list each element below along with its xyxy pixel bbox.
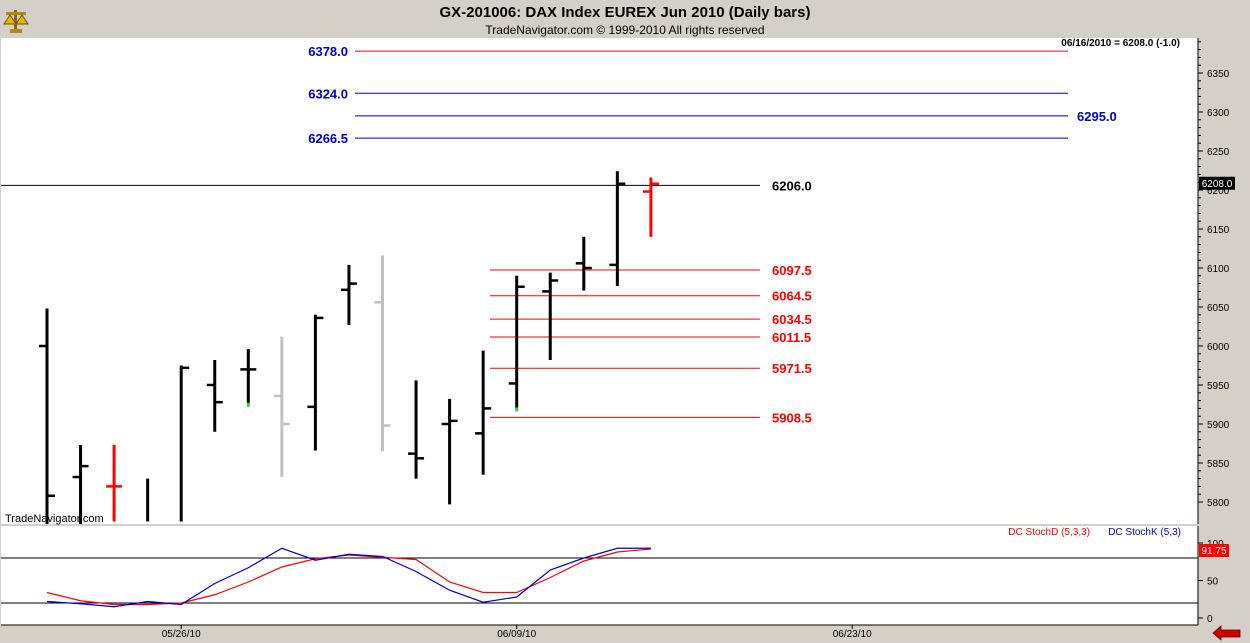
time-axis: 05/26/10 06/09/10 06/23/10 xyxy=(1,624,1198,640)
price-tick-label: 6000 xyxy=(1207,342,1230,353)
level-label: 6064.5 xyxy=(772,289,812,304)
price-tick-label: 5950 xyxy=(1207,381,1230,392)
current-price-badge-text: 6208.0 xyxy=(1202,179,1233,190)
price-tick-label: 6200 xyxy=(1207,186,1230,197)
stoch-tick-label: 0 xyxy=(1207,614,1213,625)
time-tick-label: 06/09/10 xyxy=(497,629,536,640)
time-tick-label: 06/23/10 xyxy=(833,629,872,640)
stoch-value-badge: 91.75 xyxy=(1199,544,1229,557)
level-label: 6378.0 xyxy=(308,44,348,59)
level-label: 5971.5 xyxy=(772,361,812,376)
price-tick-label: 6100 xyxy=(1207,264,1230,275)
stoch-value-badge-text: 91.75 xyxy=(1201,546,1226,557)
scroll-left-arrow-icon[interactable] xyxy=(1212,625,1241,641)
time-tick-label: 05/26/10 xyxy=(162,629,201,640)
current-price-badge: 6208.0 xyxy=(1199,176,1235,190)
stochastic-lines xyxy=(46,547,651,608)
signal-dot xyxy=(515,407,519,412)
price-tick-label: 6050 xyxy=(1207,303,1230,314)
level-label: 6295.0 xyxy=(1077,109,1117,124)
level-label: 6034.5 xyxy=(772,312,812,327)
stoch-tick-label: 50 xyxy=(1207,577,1219,588)
price-bars xyxy=(39,171,659,524)
stoch-k-legend: DC StochK (5,3) xyxy=(1108,527,1181,538)
stoch-k-line xyxy=(46,547,651,608)
level-label: 6324.0 xyxy=(308,86,348,101)
price-tick-label: 5800 xyxy=(1207,498,1230,509)
watermark: TradeNavigator.com xyxy=(5,513,104,525)
price-readout: 06/16/2010 = 6208.0 (-1.0) xyxy=(1061,38,1180,49)
level-label: 6097.5 xyxy=(772,263,812,278)
price-tick-label: 6150 xyxy=(1207,225,1230,236)
level-label: 6011.5 xyxy=(772,330,811,345)
price-tick-label: 5850 xyxy=(1207,459,1230,470)
chart-title: GX-201006: DAX Index EUREX Jun 2010 (Dai… xyxy=(440,4,811,21)
level-label: 6206.0 xyxy=(772,178,812,193)
scale-logo-icon[interactable] xyxy=(3,10,29,33)
copyright-text: TradeNavigator.com © 1999-2010 All right… xyxy=(485,23,764,37)
price-tick-label: 6300 xyxy=(1207,108,1230,119)
stochastic-panel xyxy=(1,526,1198,625)
price-levels: 6378.0 6324.0 6295.0 6266.5 6206.0 6097.5 6064… xyxy=(1,44,1117,425)
price-tick-label: 5900 xyxy=(1207,420,1230,431)
price-axis: 5800 5850 5900 5950 6000 6050 6100 6150 6200 6250… xyxy=(1197,38,1230,524)
price-panel xyxy=(1,38,1198,524)
signal-dot xyxy=(246,402,250,407)
stochastic-grid xyxy=(1,557,1198,604)
stoch-d-line xyxy=(46,548,651,606)
level-label: 5908.5 xyxy=(772,410,812,425)
price-tick-label: 6350 xyxy=(1207,69,1230,80)
level-label: 6266.5 xyxy=(308,131,348,146)
price-tick-label: 6250 xyxy=(1207,147,1230,158)
stoch-d-legend: DC StochD (5,3,3) xyxy=(1008,527,1090,538)
